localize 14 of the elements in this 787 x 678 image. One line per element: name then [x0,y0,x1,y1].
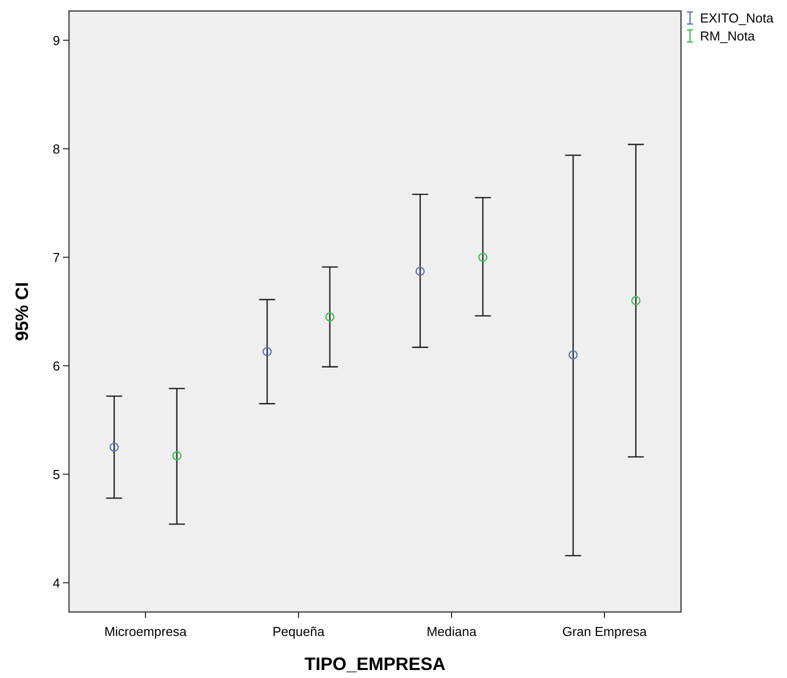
legend-label: RM_Nota [700,28,756,44]
x-tick-label: Mediana [426,624,478,639]
y-tick-label: 4 [52,575,60,590]
legend-label: EXITO_Nota [700,10,774,26]
y-tick-label: 7 [52,250,60,265]
x-axis-title: TIPO_EMPRESA [304,654,446,674]
y-axis-title: 95% CI [12,282,32,342]
y-tick-label: 5 [52,466,60,482]
y-tick-label: 8 [52,141,60,156]
y-tick-label: 6 [52,358,60,374]
y-tick-label: 9 [52,32,60,48]
x-tick-label: Gran Empresa [562,624,648,639]
x-tick-label: Microempresa [104,624,188,639]
x-tick-label: Pequeña [272,624,326,639]
